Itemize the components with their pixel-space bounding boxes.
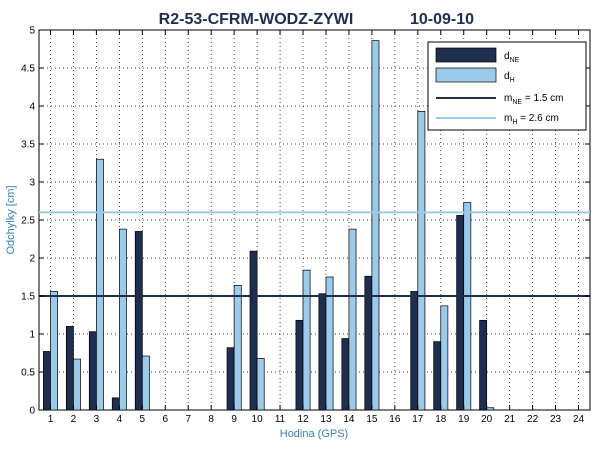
x-tick-label: 9 xyxy=(231,414,237,425)
y-tick-label: 1.5 xyxy=(21,292,35,303)
bar-dh-2 xyxy=(73,358,81,411)
bar-dne-20 xyxy=(479,319,488,411)
x-tick-label: 12 xyxy=(297,414,309,425)
bar-dh-3 xyxy=(96,158,104,411)
x-tick-label: 11 xyxy=(275,414,286,425)
bar-dh-14 xyxy=(348,228,357,411)
bar-dne-19 xyxy=(456,215,465,411)
x-axis-label: Hodina (GPS) xyxy=(280,428,348,440)
legend-label-mne: mNE = 1.5 cm xyxy=(504,93,563,106)
x-tick-label: 17 xyxy=(412,414,424,425)
x-tick-label: 8 xyxy=(208,414,214,425)
y-tick-label: 4 xyxy=(29,102,35,113)
bar-dh-1 xyxy=(50,291,58,411)
x-tick-label: 3 xyxy=(94,414,100,425)
bar-dh-15 xyxy=(371,40,380,411)
chart-title: R2-53-CFRM-WODZ-ZYWI xyxy=(159,11,354,28)
legend-label-mh: mH = 2.6 cm xyxy=(504,113,559,126)
x-tick-label: 14 xyxy=(343,414,355,425)
x-tick-label: 16 xyxy=(389,414,401,425)
x-tick-label: 20 xyxy=(481,414,493,425)
bar-dh-9 xyxy=(233,285,242,411)
legend-label-dne: dNE xyxy=(504,51,520,64)
y-tick-label: 3.5 xyxy=(21,140,35,151)
y-tick-label: 2 xyxy=(29,254,35,265)
y-tick-label: 0.5 xyxy=(21,368,35,379)
bar-dh-20 xyxy=(486,407,495,411)
x-axis-ticks: 1 2 3 4 5 6 7 8 9 10 11 12 13 14 15 16 17 18 19 20 21 22 23 24 xyxy=(48,30,585,425)
bar-dne-13 xyxy=(318,293,327,411)
bar-dne-5 xyxy=(134,231,143,411)
legend-label-dh: dH xyxy=(504,71,515,84)
bar-dne-4 xyxy=(111,397,120,411)
x-tick-label: 5 xyxy=(140,414,146,425)
y-axis-ticks: 0 0.5 1 1.5 2 2.5 3 3.5 4 4.5 5 xyxy=(21,26,590,417)
legend: dNE dH mNE = 1.5 cm mH = 2.6 cm xyxy=(427,41,587,131)
x-tick-label: 13 xyxy=(320,414,332,425)
bar-dh-12 xyxy=(302,269,311,411)
x-tick-label: 2 xyxy=(71,414,77,425)
x-tick-label: 7 xyxy=(185,414,191,425)
bar-dne-1 xyxy=(43,351,51,411)
bar-dh-10 xyxy=(256,357,265,411)
y-axis-label: Odchylky [cm] xyxy=(5,185,17,254)
x-tick-label: 22 xyxy=(527,414,539,425)
bar-dne-14 xyxy=(341,338,350,411)
y-tick-label: 0 xyxy=(29,406,35,417)
bar-dh-5 xyxy=(141,355,150,411)
bar-dne-12 xyxy=(295,319,304,411)
y-tick-label: 5 xyxy=(29,26,35,37)
x-tick-label: 18 xyxy=(435,414,447,425)
x-tick-label: 1 xyxy=(48,414,54,425)
bar-dne-3 xyxy=(88,331,97,411)
y-tick-label: 1 xyxy=(29,330,35,341)
bar-dne-2 xyxy=(65,326,74,411)
x-tick-label: 21 xyxy=(504,414,516,425)
x-tick-label: 15 xyxy=(366,414,378,425)
x-tick-label: 4 xyxy=(117,414,123,425)
y-tick-label: 2.5 xyxy=(21,216,35,227)
bar-dh-18 xyxy=(440,305,449,411)
chart-date: 10-09-10 xyxy=(410,11,474,28)
bar-dh-17 xyxy=(417,110,426,411)
x-tick-label: 23 xyxy=(550,414,562,425)
bar-dh-4 xyxy=(119,228,127,411)
y-tick-label: 3 xyxy=(29,178,35,189)
reference-lines xyxy=(39,211,590,297)
x-tick-label: 10 xyxy=(252,414,264,425)
y-tick-label: 4.5 xyxy=(21,64,35,75)
bar-dne-10 xyxy=(249,250,258,411)
bar-dh-19 xyxy=(463,202,472,411)
x-tick-label: 24 xyxy=(573,414,585,425)
legend-swatch-dne xyxy=(435,47,497,63)
x-tick-label: 19 xyxy=(458,414,470,425)
legend-swatch-dh xyxy=(435,67,497,83)
bars xyxy=(43,40,495,411)
bar-dne-17 xyxy=(410,291,419,411)
x-tick-label: 6 xyxy=(162,414,168,425)
bar-dne-9 xyxy=(226,347,235,411)
bar-dh-13 xyxy=(325,276,334,411)
bar-dne-18 xyxy=(433,341,442,411)
